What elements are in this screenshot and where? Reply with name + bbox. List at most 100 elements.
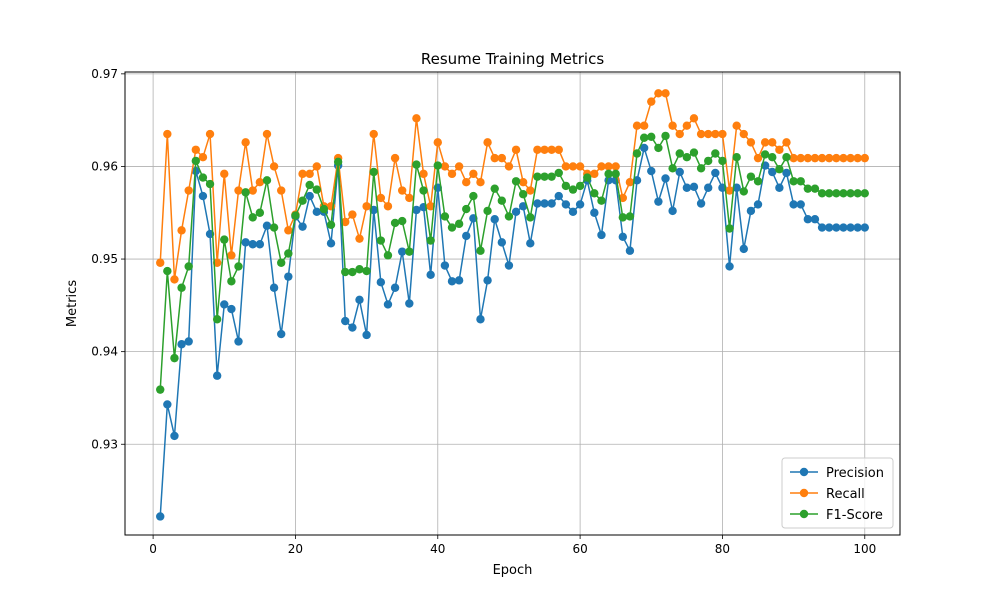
data-point [661,89,670,98]
y-axis-label: Metrics [65,280,80,327]
data-point [832,189,841,198]
data-point [376,278,386,287]
data-point [561,162,571,171]
data-point [817,189,827,198]
data-point [746,138,756,147]
data-point [433,161,442,170]
data-point [412,114,421,123]
data-point [312,185,321,194]
data-point [248,240,257,249]
data-point [839,223,848,232]
data-point [376,236,386,245]
data-point [632,121,642,130]
data-point [796,177,805,186]
data-point [824,189,834,198]
data-point [839,153,848,163]
data-point [540,145,549,154]
y-tick-label: 0.95 [91,252,118,266]
data-point [639,143,649,153]
data-point [561,200,571,209]
data-point [184,337,193,346]
data-point [355,295,364,304]
data-point [212,258,222,267]
data-point [782,138,791,147]
data-point [163,400,172,409]
data-point [397,216,407,226]
data-point [846,223,855,232]
data-point [497,153,507,163]
data-point [675,167,684,177]
data-point [369,167,378,177]
data-point [383,202,393,211]
data-point [177,340,186,349]
data-point [746,206,756,216]
legend: Precision Recall F1-Score [781,457,894,529]
data-point [511,145,521,154]
data-point [853,223,862,232]
data-point [291,211,300,220]
data-point [426,270,435,279]
data-point [696,129,706,139]
data-point [248,186,257,195]
data-point [205,129,215,139]
data-point [647,166,656,176]
data-point [212,315,222,324]
legend-marker [799,467,809,477]
data-point [789,153,798,163]
data-point [156,385,165,394]
data-point [689,148,699,157]
legend-label: F1-Score [826,508,883,523]
data-point [590,169,599,179]
data-point [284,226,293,235]
data-point [518,202,528,211]
data-point [711,129,720,139]
data-point [277,329,286,339]
data-point [511,177,521,186]
data-point [782,168,791,178]
data-point [647,97,656,106]
data-point [533,172,542,181]
data-point [860,223,869,232]
data-point [753,200,763,209]
data-point [241,188,250,197]
data-point [639,121,649,130]
data-point [490,153,499,163]
data-point [568,185,578,194]
data-point [704,183,713,192]
data-point [803,153,813,163]
data-point [305,169,314,179]
data-point [860,153,869,163]
data-point [597,162,606,171]
data-point [269,162,279,171]
data-point [789,200,798,209]
data-point [269,223,279,232]
data-point [262,221,272,230]
data-point [526,213,535,222]
data-point [504,212,514,221]
data-point [255,240,265,249]
data-point [447,223,457,232]
legend-marker [799,509,809,519]
data-point [412,160,421,169]
data-point [469,191,478,201]
legend-label: Recall [826,487,865,502]
data-point [355,265,364,274]
data-point [768,152,777,162]
data-point [590,208,599,217]
data-point [483,276,492,285]
data-point [668,164,677,173]
data-point [469,169,478,179]
y-tick-label: 0.97 [91,67,118,81]
data-point [198,191,208,201]
data-point [739,187,748,196]
x-tick-label: 80 [715,542,730,556]
x-tick-label: 100 [853,542,876,556]
x-tick-label: 20 [288,542,303,556]
axis-ticks: 0 20 40 60 80 100 0.93 0.94 0.95 0.96 0.97 [91,67,876,556]
data-point [212,371,222,380]
data-point [454,219,464,229]
data-point [768,138,777,147]
data-point [490,184,499,193]
data-point [632,149,642,158]
data-point [540,199,549,208]
